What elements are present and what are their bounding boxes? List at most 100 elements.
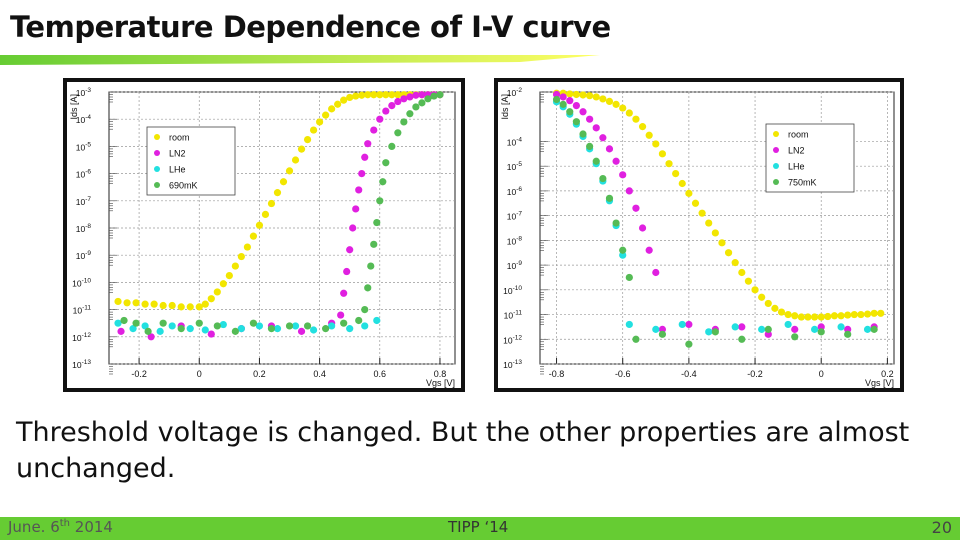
data-point xyxy=(718,239,726,247)
data-point xyxy=(586,142,594,150)
data-point xyxy=(406,93,414,101)
data-point xyxy=(358,170,366,178)
data-point xyxy=(612,219,620,227)
data-point xyxy=(764,325,772,333)
data-point xyxy=(309,126,318,134)
data-point xyxy=(566,90,574,98)
data-point xyxy=(424,95,432,103)
data-point xyxy=(810,313,819,321)
x-axis-label: Vgs [V] xyxy=(865,378,894,388)
x-axis-label: Vgs [V] xyxy=(426,378,455,388)
data-point xyxy=(237,252,245,261)
data-point xyxy=(751,286,759,294)
data-point xyxy=(195,303,203,311)
data-point xyxy=(698,209,706,217)
data-point xyxy=(207,330,215,338)
chart-left-frame: -0.2 0 0.2 0.4 0.6 0.8 10-3 10-4 10-5 10-6 10-7 10-… xyxy=(63,78,465,392)
data-point xyxy=(632,204,640,212)
data-point xyxy=(382,91,390,99)
data-point xyxy=(255,322,264,330)
y-tick-label: 10-13 xyxy=(72,359,91,370)
data-point xyxy=(685,320,693,329)
legend-marker xyxy=(154,150,160,156)
slide-caption: Threshold voltage is changed. But the ot… xyxy=(16,417,910,484)
data-point xyxy=(738,268,746,277)
data-point xyxy=(120,316,128,325)
y-tick-label: 10-7 xyxy=(76,196,92,207)
data-point xyxy=(731,323,739,331)
data-point xyxy=(844,311,852,319)
y-tick-label: 10-6 xyxy=(507,186,523,197)
data-point xyxy=(150,300,158,308)
data-point xyxy=(367,262,375,270)
data-point xyxy=(376,115,384,123)
data-point xyxy=(777,308,786,316)
footer-date: June. 6th 2014 xyxy=(8,518,113,536)
data-point xyxy=(738,323,746,331)
footer-date-year: 2014 xyxy=(70,518,113,536)
x-tick-label: 0.2 xyxy=(253,369,266,379)
data-point xyxy=(370,240,378,248)
data-point xyxy=(863,310,872,318)
data-point xyxy=(586,92,594,100)
chart-right: -0.8 -0.6 -0.4 -0.2 0 0.2 10-2 10-4 10-5 10-6 10-7… xyxy=(500,87,895,388)
data-point xyxy=(711,328,719,336)
data-point xyxy=(249,319,258,327)
footer-conference: TIPP ‘14 xyxy=(448,518,509,536)
series-room xyxy=(114,91,444,311)
data-point xyxy=(619,251,627,259)
chart-right-frame: -0.8 -0.6 -0.4 -0.2 0 0.2 10-2 10-4 10-5 10-6 10-7… xyxy=(494,78,904,392)
data-point xyxy=(705,219,713,227)
footer-date-sup: th xyxy=(59,518,71,529)
legend-label: LN2 xyxy=(169,149,186,159)
data-point xyxy=(355,316,363,325)
y-tick-label: 10-11 xyxy=(73,305,92,316)
data-point xyxy=(159,319,167,327)
series-room xyxy=(552,89,885,321)
data-point xyxy=(678,320,686,329)
legend-label: room xyxy=(169,133,190,143)
x-tick-label: 0.8 xyxy=(434,369,447,379)
y-tick-label: 10-11 xyxy=(504,310,523,321)
data-point xyxy=(685,189,693,197)
y-tick-label: 10-10 xyxy=(72,277,91,288)
data-point xyxy=(400,95,408,103)
data-point xyxy=(599,95,607,103)
y-tick-label: 10-9 xyxy=(507,260,523,271)
data-point xyxy=(376,91,384,99)
series-750mK xyxy=(552,95,878,348)
data-point xyxy=(123,299,131,307)
data-point xyxy=(824,312,832,321)
data-point xyxy=(273,189,282,197)
data-point xyxy=(850,310,858,319)
data-point xyxy=(352,205,360,213)
data-point xyxy=(612,157,620,165)
data-point xyxy=(340,319,348,327)
data-point xyxy=(346,246,354,254)
y-tick-label: 10-4 xyxy=(76,114,92,125)
data-point xyxy=(645,246,653,254)
legend-label: room xyxy=(788,130,809,140)
data-point xyxy=(579,108,587,116)
footer-date-prefix: June. 6 xyxy=(8,518,60,536)
legend-box xyxy=(146,126,236,196)
x-tick-label: 0 xyxy=(197,369,202,379)
data-point xyxy=(572,118,580,126)
data-point xyxy=(632,115,640,123)
data-point xyxy=(652,268,660,277)
series-690mK xyxy=(120,91,444,335)
data-point xyxy=(340,289,348,297)
data-point xyxy=(652,140,660,148)
data-point xyxy=(394,97,402,106)
data-point xyxy=(400,118,408,126)
data-point xyxy=(364,284,372,292)
data-point xyxy=(784,310,792,319)
data-point xyxy=(231,327,239,335)
data-point xyxy=(285,322,294,330)
data-point xyxy=(406,110,414,118)
data-point xyxy=(705,328,713,336)
data-point xyxy=(159,301,167,310)
y-tick-label: 10-13 xyxy=(503,359,522,370)
legend-marker xyxy=(154,134,160,140)
data-point xyxy=(394,129,402,137)
